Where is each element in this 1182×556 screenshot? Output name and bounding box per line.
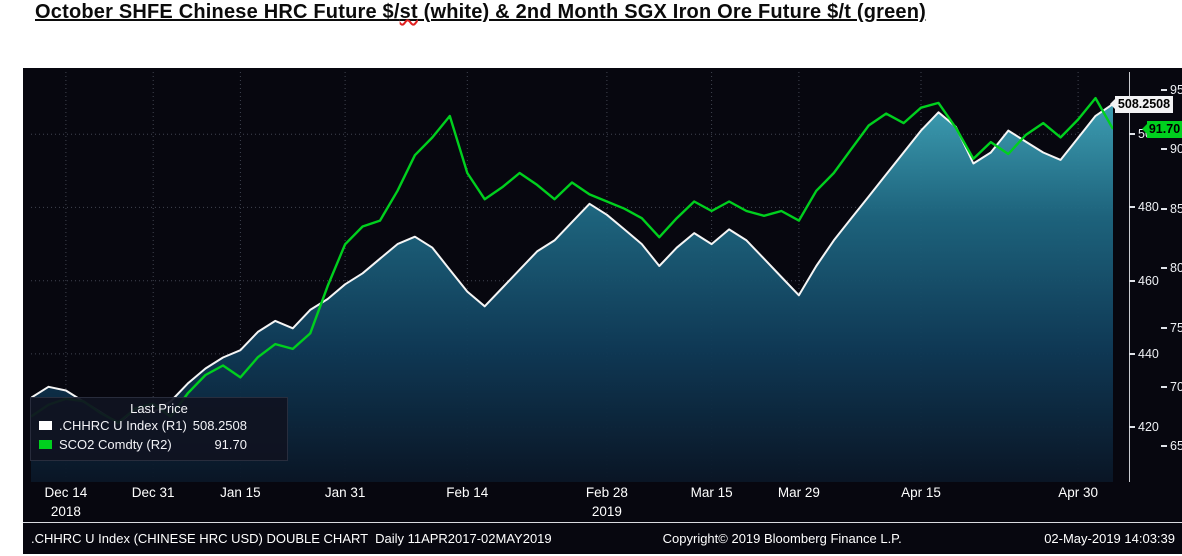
iron-ore-series-swatch [39,440,52,449]
tick-mark [1161,267,1167,270]
r1-axis-tick: 420 [1129,419,1159,435]
page-title: October SHFE Chinese HRC Future $/st (wh… [35,1,926,24]
plot-area[interactable] [31,72,1113,482]
r2-axis-tick: 80 [1161,260,1182,276]
hrc-line [31,103,1113,425]
tick-mark [1129,426,1135,429]
x-axis-tick-label: Apr 15 [901,485,941,500]
x-axis-year-label: 2019 [591,504,622,519]
r1-axis-tick-value: 440 [1138,346,1159,361]
x-axis-tick-label: Jan 15 [220,485,261,500]
title-text-1: October SHFE Chinese HRC Future $/ [35,1,400,23]
x-axis-tick-label: Feb 14 [446,485,489,500]
r2-axis-tick-value: 65 [1170,439,1182,454]
iron-ore-last-price-value: 91.70 [1148,121,1181,136]
legend-series-value: 91.70 [214,437,247,452]
r2-axis-tick: 95 [1161,82,1182,98]
hrc-series-swatch [39,421,52,430]
x-axis-tick-label: Mar 29 [777,485,820,500]
tick-mark [1161,207,1167,210]
x-axis-tick-label: Jan 31 [324,485,366,500]
status-copyright: Copyright© 2019 Bloomberg Finance L.P. [662,531,902,546]
x-axis-tick-label: Dec 31 [131,485,175,500]
hrc-area-fill [31,104,1113,482]
r2-axis-tick-value: 95 [1170,82,1182,97]
legend-title: Last Price [130,401,188,416]
tick-mark [1129,352,1135,355]
title-misspelled-word: st [399,1,418,23]
tick-mark [1129,133,1135,136]
legend-series-value: 508.2508 [192,418,247,433]
iron-ore-line [31,96,1113,424]
r1-axis-tick: 460 [1129,273,1159,289]
chart-svg [31,72,1113,482]
legend-series-name: .CHHRC U Index (R1) [59,418,187,433]
r2-axis-tick: 70 [1161,379,1182,395]
right-axis-2: 95 90 85 80 75 70 65 [1161,72,1182,482]
r2-axis-tick-value: 80 [1170,261,1182,276]
status-bar-separator [23,522,1182,523]
tick-mark [1129,279,1135,282]
hrc-last-price-value: 508.2508 [1117,96,1171,111]
legend-series-name: SCO2 Comdty (R2) [59,437,172,452]
hrc-last-price-label: 508.2508 [1110,95,1173,113]
x-axis-tick-label: Apr 30 [1058,485,1098,500]
r2-axis-tick-value: 90 [1170,142,1182,157]
x-axis-tick-label: Mar 15 [690,485,733,500]
r1-axis-tick-value: 480 [1138,200,1159,215]
x-axis-tick-label: Feb 28 [585,485,628,500]
status-bar: .CHHRC U Index (CHINESE HRC USD) DOUBLE … [23,523,1182,554]
tick-mark [1161,445,1167,448]
title-text-2: (white) & 2nd Month SGX Iron Ore Future … [417,1,927,23]
tick-mark [1161,148,1167,151]
r2-axis-tick: 75 [1161,320,1182,336]
r2-axis-tick: 90 [1161,141,1182,157]
x-axis-tick-label: Dec 14 [44,485,88,500]
r2-axis-tick: 85 [1161,201,1182,217]
tick-mark [1161,88,1167,91]
tick-mark [1129,206,1135,209]
r2-axis-tick-value: 75 [1170,320,1182,335]
iron-ore-last-price-label: 91.70 [1142,120,1182,138]
r1-axis-tick: 480 [1129,199,1159,215]
r1-axis-tick-value: 420 [1138,420,1159,435]
x-axis: Dec 14 2018 Dec 31 Jan 15 Jan 31 Feb 14 Feb 28… [23,485,1133,522]
status-timestamp: 02-May-2019 14:03:39 [1044,531,1175,546]
r1-axis-tick-value: 460 [1138,273,1159,288]
legend-row-iron-ore[interactable]: SCO2 Comdty (R2) 91.70 [31,435,287,454]
price-label-pointer [1110,99,1115,110]
status-chart-description: .CHHRC U Index (CHINESE HRC USD) DOUBLE … [31,531,552,546]
right-axis-line [1129,72,1130,482]
tick-mark [1161,385,1167,388]
r2-axis-tick-value: 70 [1170,379,1182,394]
tick-mark [1161,326,1167,329]
r2-axis-tick: 65 [1161,438,1182,454]
legend[interactable]: Last Price .CHHRC U Index (R1) 508.2508 … [30,397,288,461]
r2-axis-tick-value: 85 [1170,201,1182,216]
price-label-pointer [1142,124,1147,135]
x-axis-year-label: 2018 [50,504,81,519]
legend-row-hrc[interactable]: .CHHRC U Index (R1) 508.2508 [31,416,287,435]
r1-axis-tick: 440 [1129,346,1159,362]
